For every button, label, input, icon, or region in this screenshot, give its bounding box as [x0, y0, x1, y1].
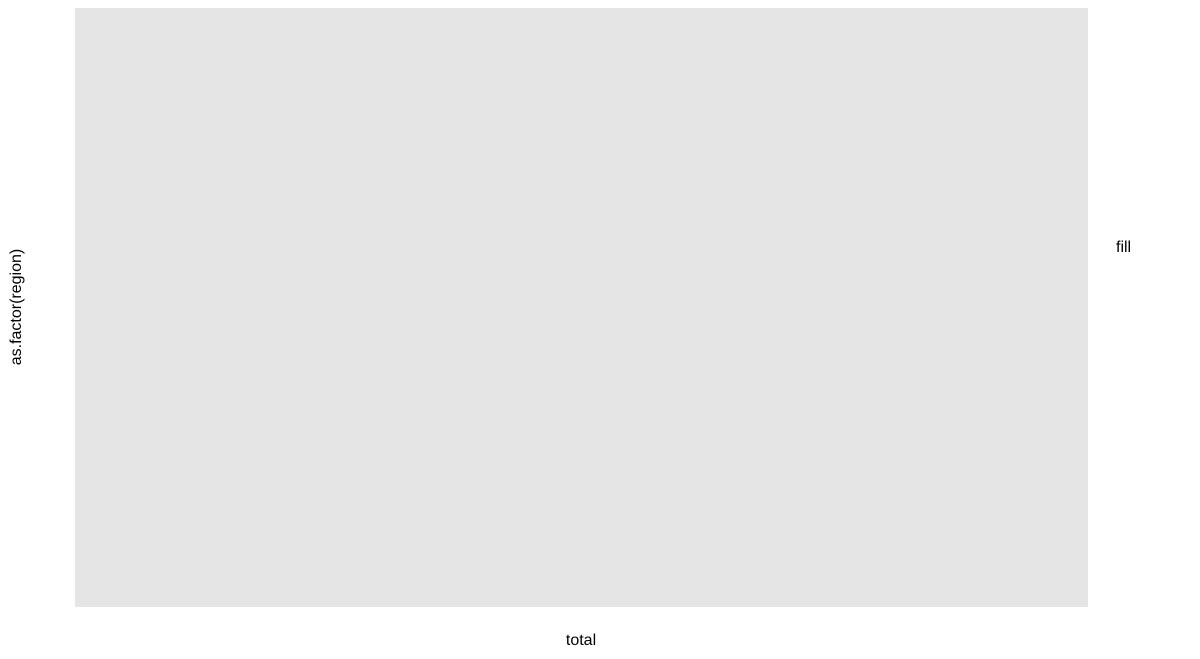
x-axis-title: total [566, 632, 596, 649]
legend-title: fill [1116, 239, 1131, 256]
y-axis-title: as.factor(region) [8, 249, 25, 366]
panel [75, 8, 1088, 607]
